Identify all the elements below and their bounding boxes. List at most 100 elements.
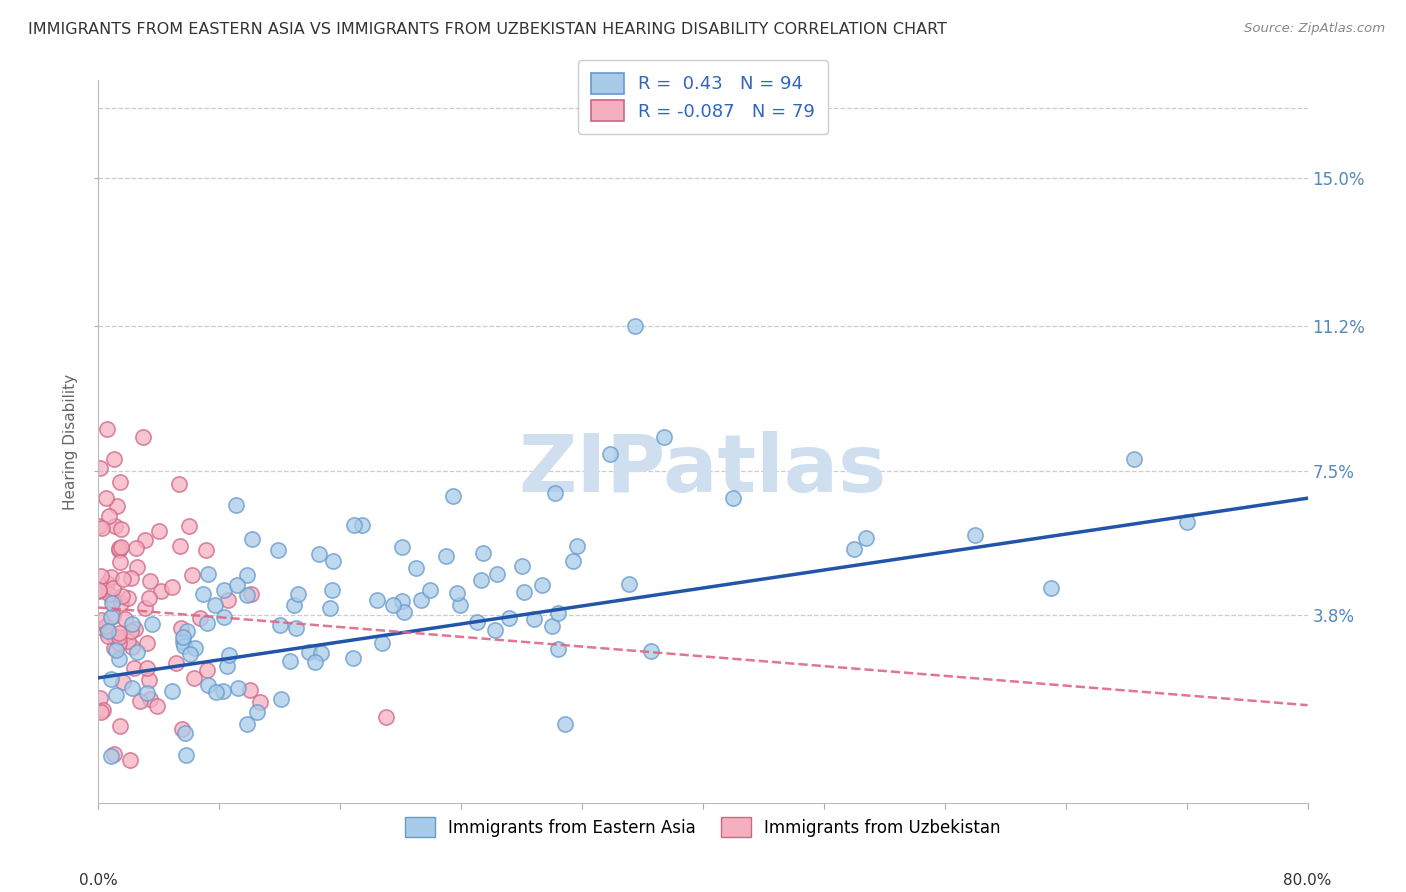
Point bbox=[90, 706, 112, 720]
Point bbox=[108, 626, 131, 640]
Point bbox=[965, 528, 987, 542]
Point bbox=[110, 555, 132, 569]
Point bbox=[110, 589, 132, 603]
Point bbox=[97, 624, 120, 639]
Legend: Immigrants from Eastern Asia, Immigrants from Uzbekistan: Immigrants from Eastern Asia, Immigrants… bbox=[396, 809, 1010, 845]
Point bbox=[599, 447, 621, 461]
Point bbox=[561, 554, 583, 568]
Point bbox=[267, 543, 290, 558]
Point bbox=[441, 489, 464, 503]
Point bbox=[226, 681, 249, 695]
Point bbox=[112, 674, 135, 689]
Point bbox=[1175, 515, 1198, 529]
Point bbox=[107, 636, 129, 650]
Point bbox=[101, 582, 124, 596]
Point bbox=[94, 491, 117, 505]
Point bbox=[91, 521, 114, 535]
Point bbox=[145, 698, 167, 713]
Point bbox=[513, 585, 536, 599]
Text: IMMIGRANTS FROM EASTERN ASIA VS IMMIGRANTS FROM UZBEKISTAN HEARING DISABILITY CO: IMMIGRANTS FROM EASTERN ASIA VS IMMIGRAN… bbox=[28, 22, 948, 37]
Point bbox=[121, 617, 143, 632]
Point bbox=[97, 629, 120, 643]
Point bbox=[352, 518, 374, 533]
Point bbox=[104, 519, 127, 533]
Point bbox=[214, 609, 236, 624]
Point bbox=[87, 519, 110, 533]
Point bbox=[547, 642, 569, 657]
Point bbox=[174, 725, 197, 739]
Point bbox=[127, 645, 149, 659]
Point bbox=[120, 624, 142, 638]
Point bbox=[391, 594, 413, 608]
Point bbox=[135, 636, 157, 650]
Point bbox=[97, 587, 120, 601]
Point bbox=[125, 541, 148, 556]
Point bbox=[212, 683, 235, 698]
Point bbox=[172, 634, 194, 648]
Point bbox=[343, 518, 366, 533]
Point bbox=[194, 543, 217, 558]
Point bbox=[617, 576, 640, 591]
Point bbox=[134, 601, 156, 615]
Point bbox=[434, 549, 457, 563]
Point bbox=[240, 532, 263, 546]
Point bbox=[270, 691, 292, 706]
Point bbox=[366, 593, 388, 607]
Point bbox=[225, 498, 247, 512]
Point bbox=[409, 592, 432, 607]
Point bbox=[269, 618, 291, 632]
Point bbox=[183, 671, 205, 685]
Text: 80.0%: 80.0% bbox=[1284, 873, 1331, 888]
Point bbox=[169, 539, 191, 553]
Point bbox=[103, 640, 125, 655]
Point bbox=[117, 633, 139, 648]
Point bbox=[197, 678, 219, 692]
Point bbox=[124, 622, 146, 636]
Point bbox=[382, 599, 405, 613]
Point bbox=[114, 612, 136, 626]
Point bbox=[120, 753, 142, 767]
Point bbox=[723, 491, 745, 505]
Point bbox=[107, 499, 129, 513]
Point bbox=[104, 688, 127, 702]
Point bbox=[449, 598, 471, 612]
Point bbox=[485, 566, 508, 581]
Point bbox=[121, 681, 143, 695]
Point bbox=[172, 630, 194, 644]
Point bbox=[239, 683, 262, 698]
Point bbox=[165, 656, 187, 670]
Point bbox=[138, 591, 160, 605]
Point bbox=[304, 655, 326, 669]
Point bbox=[640, 643, 662, 657]
Point bbox=[90, 613, 112, 627]
Point bbox=[322, 554, 344, 568]
Point bbox=[371, 635, 394, 649]
Point bbox=[110, 523, 132, 537]
Point bbox=[101, 609, 124, 624]
Point bbox=[1039, 581, 1062, 595]
Point bbox=[844, 541, 866, 556]
Point bbox=[139, 692, 162, 706]
Point bbox=[108, 475, 131, 489]
Point bbox=[235, 716, 257, 731]
Point bbox=[96, 576, 118, 591]
Point bbox=[117, 591, 139, 605]
Text: ZIPatlas: ZIPatlas bbox=[519, 432, 887, 509]
Point bbox=[170, 621, 193, 635]
Point bbox=[122, 661, 145, 675]
Point bbox=[135, 686, 157, 700]
Point bbox=[174, 747, 197, 762]
Point bbox=[134, 533, 156, 548]
Point bbox=[107, 652, 129, 666]
Point bbox=[90, 569, 112, 583]
Point bbox=[195, 663, 218, 677]
Point bbox=[855, 531, 877, 545]
Point bbox=[120, 571, 142, 585]
Point bbox=[283, 599, 305, 613]
Point bbox=[132, 430, 155, 444]
Text: Source: ZipAtlas.com: Source: ZipAtlas.com bbox=[1244, 22, 1385, 36]
Point bbox=[110, 719, 132, 733]
Point bbox=[547, 606, 569, 620]
Point bbox=[135, 661, 157, 675]
Point bbox=[419, 582, 441, 597]
